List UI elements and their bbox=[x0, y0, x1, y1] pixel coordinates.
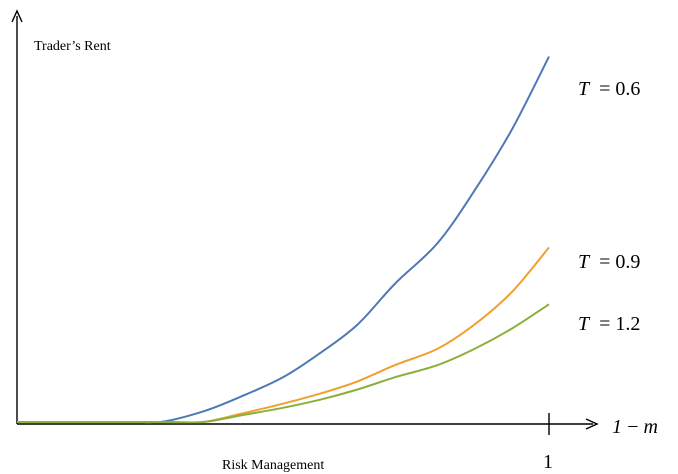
y-axis-label: Trader’s Rent bbox=[34, 39, 111, 54]
series-label-t06: T = 0.6 bbox=[578, 78, 640, 100]
series-line-0 bbox=[16, 56, 550, 424]
series-label-var: T bbox=[578, 313, 591, 335]
series-label-var: T bbox=[578, 78, 591, 100]
series-line-1 bbox=[16, 246, 550, 424]
x-axis-arrow bbox=[585, 418, 599, 430]
series-label-value: = 0.9 bbox=[599, 251, 640, 273]
series-group bbox=[16, 56, 550, 424]
series-label-var: T bbox=[578, 251, 591, 273]
x-axis-label: Risk Management bbox=[222, 458, 324, 473]
series-label-value: = 1.2 bbox=[599, 313, 640, 335]
series-label-t09: T = 0.9 bbox=[578, 251, 640, 273]
y-axis-arrow bbox=[11, 9, 23, 23]
x-variable-label: 1 − m bbox=[612, 416, 658, 438]
series-label-value: = 0.6 bbox=[599, 78, 640, 100]
x-tick-label-1: 1 bbox=[543, 451, 553, 473]
series-label-t12: T = 1.2 bbox=[578, 313, 640, 335]
series-line-2 bbox=[16, 303, 550, 424]
